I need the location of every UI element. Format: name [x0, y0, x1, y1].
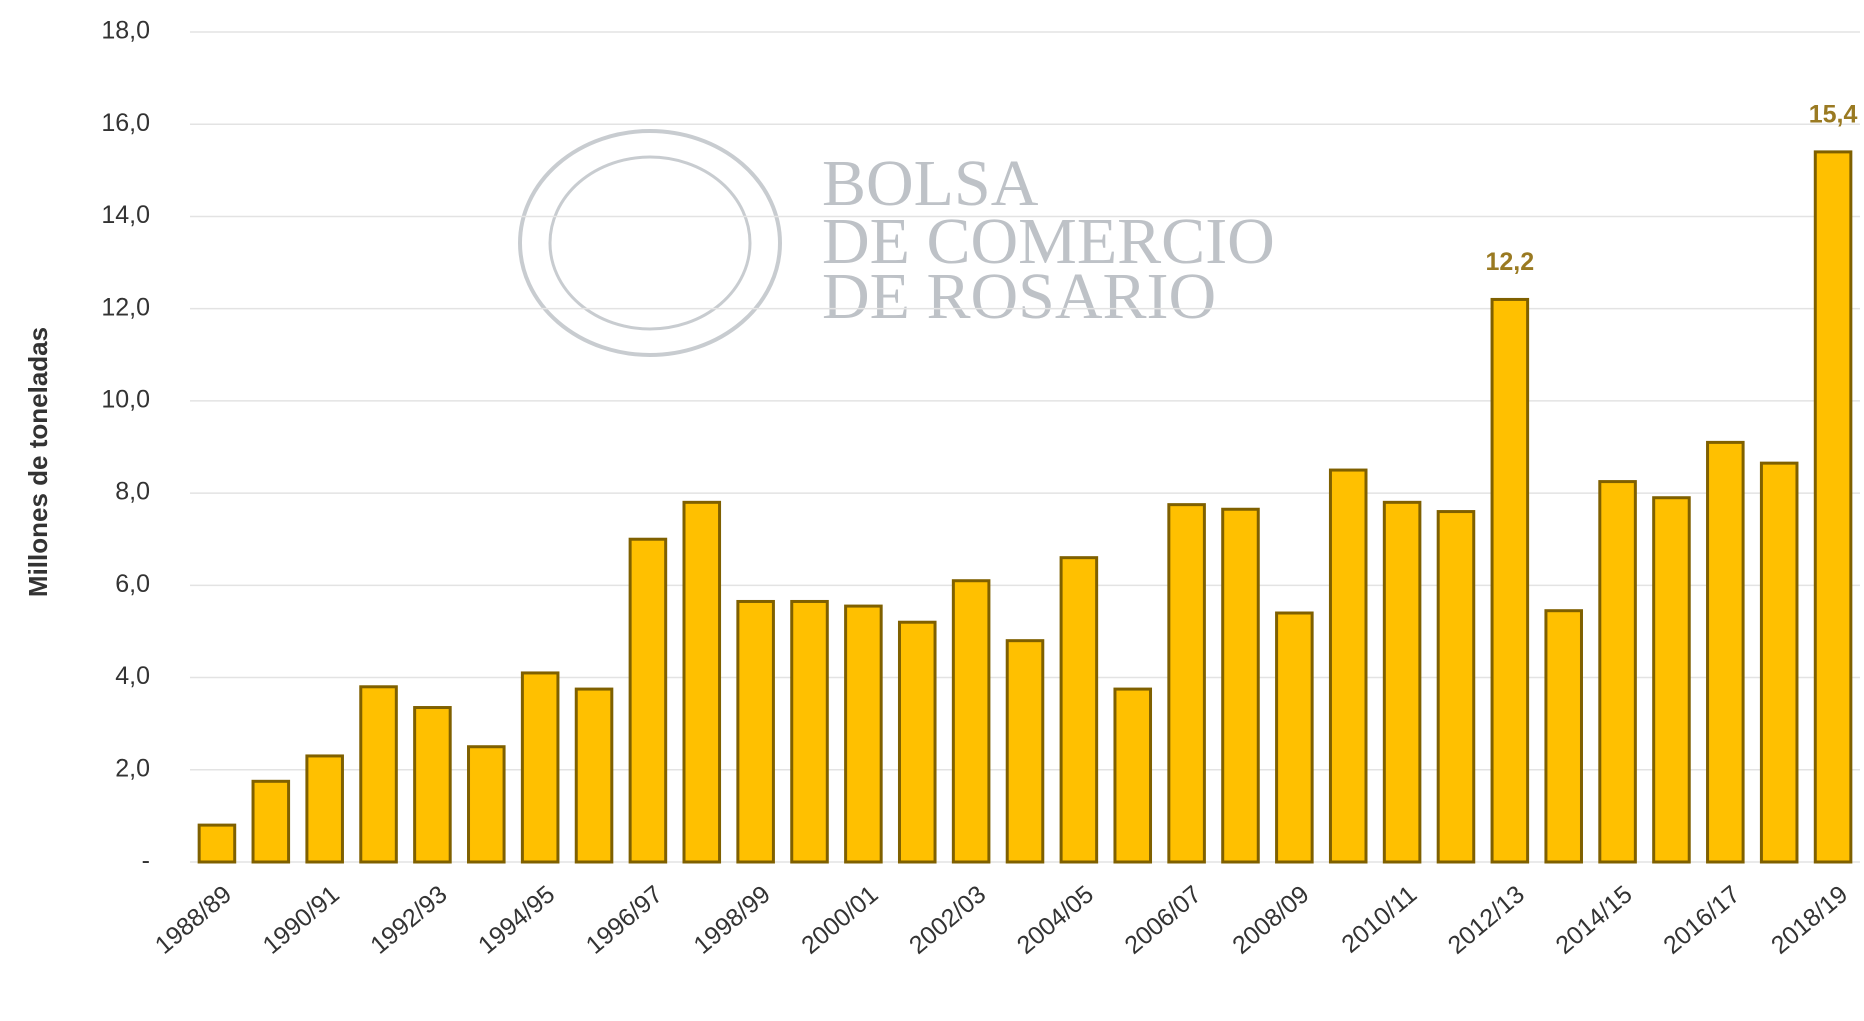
bar	[1544, 609, 1583, 864]
bar	[359, 685, 398, 864]
bar	[574, 687, 614, 864]
y-tick-label: 8,0	[115, 478, 150, 506]
bar	[520, 671, 560, 864]
bar	[251, 779, 291, 864]
bar	[413, 706, 452, 864]
y-tick-label: -	[142, 847, 150, 875]
watermark-text: DE COMERCIO	[822, 205, 1275, 278]
bar	[790, 599, 829, 864]
x-tick-label: 1990/91	[258, 880, 345, 960]
y-tick-label: 4,0	[115, 662, 150, 690]
bar	[1436, 510, 1476, 864]
value-label: 15,4	[1809, 100, 1858, 128]
bar	[467, 745, 506, 864]
bar	[1167, 503, 1206, 864]
y-tick-label: 18,0	[101, 17, 150, 45]
x-tick-label: 1988/89	[150, 880, 237, 960]
x-tick-label: 2004/05	[1012, 880, 1099, 960]
y-tick-label: 16,0	[101, 109, 150, 137]
bar	[1382, 500, 1422, 864]
bar	[1598, 480, 1637, 864]
x-tick-label: 1996/97	[581, 880, 668, 960]
x-tick-label: 2008/09	[1227, 880, 1314, 960]
bar	[1328, 468, 1368, 864]
x-tick-label: 2006/07	[1119, 880, 1206, 960]
x-tick-label: 2018/19	[1766, 880, 1853, 960]
bar	[1759, 461, 1799, 864]
x-tick-label: 2016/17	[1658, 880, 1745, 960]
y-tick-label: 2,0	[115, 754, 150, 782]
x-tick-label: 2012/13	[1443, 880, 1530, 960]
bar	[951, 579, 991, 864]
x-tick-label: 2010/11	[1336, 880, 1422, 958]
bar	[1490, 297, 1530, 864]
x-tick-label: 2014/15	[1550, 880, 1637, 960]
bar	[197, 823, 237, 864]
bar	[1113, 687, 1153, 864]
x-tick-label: 2000/01	[796, 880, 883, 960]
x-tick-label: 2002/03	[904, 880, 991, 960]
x-tick-label: 1992/93	[365, 880, 452, 960]
bar	[628, 537, 668, 864]
bar	[1059, 556, 1099, 864]
watermark: BOLSA DE COMERCIO DE ROSARIO	[518, 129, 1275, 357]
y-tick-label: 14,0	[101, 201, 150, 229]
y-axis-label: Millones de toneladas	[23, 327, 53, 597]
watermark-seal	[518, 129, 782, 357]
value-label: 12,2	[1486, 248, 1535, 276]
watermark-seal-inner	[548, 155, 752, 331]
x-tick-label: 1998/99	[689, 880, 776, 960]
bar	[682, 500, 722, 864]
bar	[897, 620, 937, 864]
bar	[1652, 496, 1691, 864]
bar	[1275, 611, 1314, 864]
bar	[1813, 150, 1853, 864]
bar	[736, 599, 775, 864]
bar	[1221, 507, 1260, 864]
x-tick-label: 1994/95	[473, 880, 560, 960]
bar	[844, 604, 883, 864]
bar	[305, 754, 344, 864]
bar	[1706, 440, 1745, 864]
y-tick-label: 6,0	[115, 570, 150, 598]
y-tick-label: 10,0	[101, 385, 150, 413]
watermark-text: DE ROSARIO	[822, 260, 1216, 333]
watermark-text: BOLSA	[822, 147, 1039, 220]
y-tick-label: 12,0	[101, 293, 150, 321]
bar	[1005, 639, 1045, 864]
